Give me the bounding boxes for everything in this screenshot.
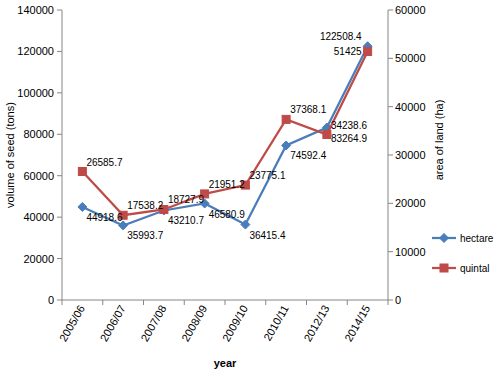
x-tick [388, 300, 389, 305]
chart-container: 0 20000 40000 60000 80000 100000 120000 140000 0… [0, 0, 500, 374]
plot-area [78, 42, 372, 230]
data-label: 74592.4 [290, 150, 327, 161]
x-tick-label: 2014/15 [342, 303, 372, 343]
y2-tick-label: 0 [395, 294, 401, 306]
y2-tick-label: 60000 [395, 4, 426, 16]
y-tick [57, 300, 62, 301]
data-label: 51425 [334, 46, 362, 57]
data-label: 44918.6 [86, 212, 123, 223]
data-label: 35993.7 [127, 230, 164, 241]
y2-tick-label: 10000 [395, 246, 426, 258]
y-tick [57, 51, 62, 52]
data-label: 43210.7 [168, 215, 205, 226]
data-labels: 44918.6 35993.7 43210.7 46580.936415.4 74592… [86, 31, 367, 241]
y-tick-label: 80000 [23, 128, 54, 140]
data-label: 21951.2 [209, 179, 246, 190]
data-label: 23775.1 [249, 170, 286, 181]
y2-tick [388, 155, 393, 156]
series-marker [241, 220, 250, 229]
data-label: 17538.2 [127, 200, 164, 211]
data-label: 26585.7 [86, 157, 123, 168]
y-tick [57, 175, 62, 176]
y-tick-label: 60000 [23, 170, 54, 182]
x-axis-title: year [214, 357, 237, 369]
y-axis-line [62, 10, 63, 300]
x-tick-label: 2006/07 [98, 303, 128, 343]
chart-svg: 0 20000 40000 60000 80000 100000 120000 140000 0… [0, 0, 500, 374]
legend: hectare quintal [432, 233, 494, 274]
x-tick-label: 2009/10 [220, 303, 250, 343]
data-label: 46580.9 [209, 209, 246, 220]
x-tick [225, 300, 226, 305]
data-label: 122508.4 [320, 31, 362, 42]
y2-tick-label: 30000 [395, 149, 426, 161]
x-tick [62, 300, 63, 305]
y2-tick-label: 50000 [395, 52, 426, 64]
y-tick [57, 258, 62, 259]
y-tick-label: 100000 [17, 87, 54, 99]
y2-tick [388, 203, 393, 204]
series-line [82, 46, 367, 225]
x-tick [265, 300, 266, 305]
y2-tick [388, 300, 393, 301]
y-tick-label: 0 [48, 294, 54, 306]
y2-tick [388, 106, 393, 107]
x-tick-label: 2005/06 [57, 303, 87, 343]
data-label: 18727.9 [168, 194, 205, 205]
y-tick [57, 134, 62, 135]
series-line [82, 51, 367, 215]
x-tick-label: 2010/11 [261, 303, 291, 343]
series-marker [78, 202, 87, 211]
x-tick [184, 300, 185, 305]
x-tick [306, 300, 307, 305]
series-marker [323, 131, 331, 139]
legend-label: quintal [460, 263, 489, 274]
x-tick-label: 2007/08 [138, 303, 168, 343]
series-marker [282, 115, 290, 123]
data-label: 83264.9 [331, 133, 368, 144]
y-tick [57, 92, 62, 93]
y-axis-title: volume of seed (tons) [4, 102, 16, 208]
x-tick-label: 2008/09 [179, 303, 209, 343]
y2-axis-title: area of land (ha) [433, 100, 445, 181]
x-tick [347, 300, 348, 305]
series-marker [282, 141, 291, 150]
y2-tick-label: 40000 [395, 101, 426, 113]
y2-tick-label: 20000 [395, 197, 426, 209]
background [0, 0, 500, 374]
series-marker [78, 168, 86, 176]
y-tick [57, 217, 62, 218]
y2-tick [388, 58, 393, 59]
y-tick-label: 120000 [17, 45, 54, 57]
legend-label: hectare [460, 233, 494, 244]
data-label: 34238.6 [331, 120, 368, 131]
y2-tick [388, 251, 393, 252]
series-marker [364, 47, 372, 55]
y-tick-label: 140000 [17, 4, 54, 16]
legend-marker [440, 234, 449, 243]
data-label: 36415.4 [249, 230, 286, 241]
y2-tick [388, 10, 393, 11]
x-tick [143, 300, 144, 305]
y-tick-label: 20000 [23, 253, 54, 265]
x-tick [102, 300, 103, 305]
y-tick-label: 40000 [23, 211, 54, 223]
data-label: 37368.1 [290, 104, 327, 115]
x-tick-label: 2012/13 [301, 303, 331, 343]
legend-marker [440, 264, 448, 272]
y-tick [57, 10, 62, 11]
